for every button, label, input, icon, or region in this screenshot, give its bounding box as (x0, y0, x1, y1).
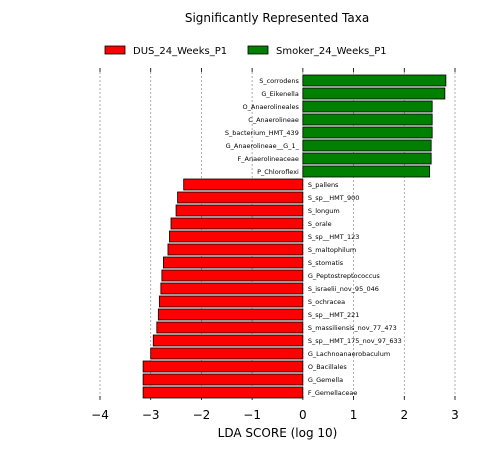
bar-label: C_Anaerolineae (248, 116, 299, 124)
bar-label: G_Peptostreptococcus (308, 272, 381, 280)
x-tick-label: −3 (142, 408, 160, 422)
bar (152, 334, 304, 347)
bar-label: P_Chloroflexi (257, 168, 299, 176)
legend-label-1: Smoker_24_Weeks_P1 (276, 46, 387, 57)
bar-label: S_maltophilum (308, 246, 356, 254)
bar (302, 100, 433, 113)
bar (302, 165, 431, 178)
chart-bars (142, 74, 447, 399)
legend-label-0: DUS_24_Weeks_P1 (133, 46, 227, 57)
x-tick-label: −1 (243, 408, 261, 422)
bar (142, 386, 304, 399)
bar (150, 347, 304, 360)
bar (160, 282, 304, 295)
bar-label: F_Gemellaceae (308, 389, 358, 397)
bar (157, 308, 304, 321)
bar (170, 217, 304, 230)
bar (175, 204, 304, 217)
x-tick-label: −2 (193, 408, 211, 422)
bar-label: S_sp__HMT_221 (308, 311, 360, 319)
bar (302, 126, 433, 139)
bar-label: S_orale (308, 220, 332, 228)
bar-label: S_israelii_nov_95_046 (308, 285, 379, 293)
chart-title: Significantly Represented Taxa (185, 11, 369, 25)
bar-label: S_stomatis (308, 259, 344, 267)
x-tick-label: −4 (91, 408, 109, 422)
bar-label: S_massiliensis_nov_77_473 (308, 324, 397, 332)
bar (161, 269, 304, 282)
bar-label: S_ochracea (308, 298, 345, 306)
x-tick-label: 2 (400, 408, 408, 422)
legend-swatch-1 (247, 45, 269, 55)
bar-label: G_Eikenella (261, 90, 298, 98)
bar (156, 321, 304, 334)
bar (162, 256, 304, 269)
bar (183, 178, 304, 191)
bar (177, 191, 304, 204)
chart-legend: DUS_24_Weeks_P1 Smoker_24_Weeks_P1 (104, 45, 387, 57)
bar-label: S_sp__HMT_123 (308, 233, 360, 241)
x-axis-label: LDA SCORE (log 10) (218, 426, 338, 440)
bar (167, 243, 304, 256)
bar (142, 360, 304, 373)
bar (302, 87, 446, 100)
legend-swatch-0 (104, 45, 126, 55)
bar-label: S_bacterium_HMT_439 (225, 129, 299, 137)
x-tick-label: 1 (350, 408, 358, 422)
bar-label: S_longum (308, 207, 340, 215)
bar-label: O_Anaerolineales (243, 103, 300, 111)
chart-bar-labels: S_corrodens G_Eikenella O_Anaerolineales C_… (225, 77, 402, 397)
bar (158, 295, 304, 308)
bar (142, 373, 304, 386)
bar-label: O_Bacillales (308, 363, 348, 371)
bar-label: G_Lachnoanaerobaculum (308, 350, 390, 358)
bar-label: F_Anaerolineaceae (238, 155, 299, 163)
bar (302, 74, 447, 87)
bar (169, 230, 304, 243)
x-tick-label: 3 (451, 408, 459, 422)
x-axis: −4 −3 −2 −1 0 1 2 3 (91, 408, 459, 422)
bar-label: S_sp__HMT_175_nov_97_633 (308, 337, 402, 345)
bar-label: S_sp__HMT_900 (308, 194, 360, 202)
bar-label: S_pallens (308, 181, 339, 189)
x-tick-label: 0 (299, 408, 307, 422)
bar (302, 113, 433, 126)
bar-label: G_Gemella (308, 376, 343, 384)
bar (302, 152, 432, 165)
bar-label: G_Anaerolineae__G_1_ (226, 142, 300, 150)
bar (302, 139, 432, 152)
bar-label: S_corrodens (259, 77, 299, 85)
